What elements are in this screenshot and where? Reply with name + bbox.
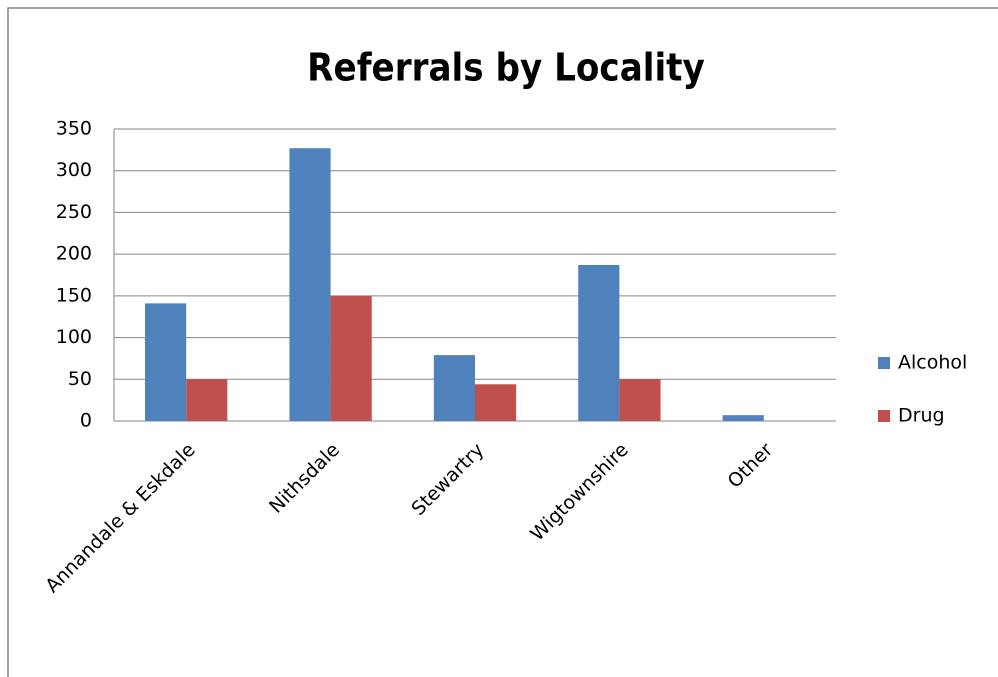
y-tick-label: 200 — [56, 243, 92, 265]
bar — [433, 355, 475, 421]
bar — [619, 379, 661, 421]
y-tick-label: 150 — [56, 284, 92, 306]
y-tick-label: 350 — [56, 118, 92, 140]
bar — [578, 264, 620, 421]
bar — [289, 148, 331, 421]
chart-title: Referrals by Locality — [307, 46, 705, 90]
bar — [330, 295, 372, 421]
y-tick-label: 50 — [68, 368, 92, 390]
legend-swatch — [878, 410, 890, 422]
y-tick-label: 100 — [56, 326, 92, 348]
y-tick-label: 300 — [56, 159, 92, 181]
bar — [475, 384, 517, 421]
bar — [722, 415, 764, 421]
bar — [145, 303, 187, 421]
y-tick-label: 0 — [80, 410, 92, 432]
y-tick-label: 250 — [56, 201, 92, 223]
legend-label: Alcohol — [898, 352, 967, 374]
legend-label: Drug — [898, 405, 945, 427]
bar — [186, 379, 228, 421]
legend-swatch — [878, 357, 890, 369]
